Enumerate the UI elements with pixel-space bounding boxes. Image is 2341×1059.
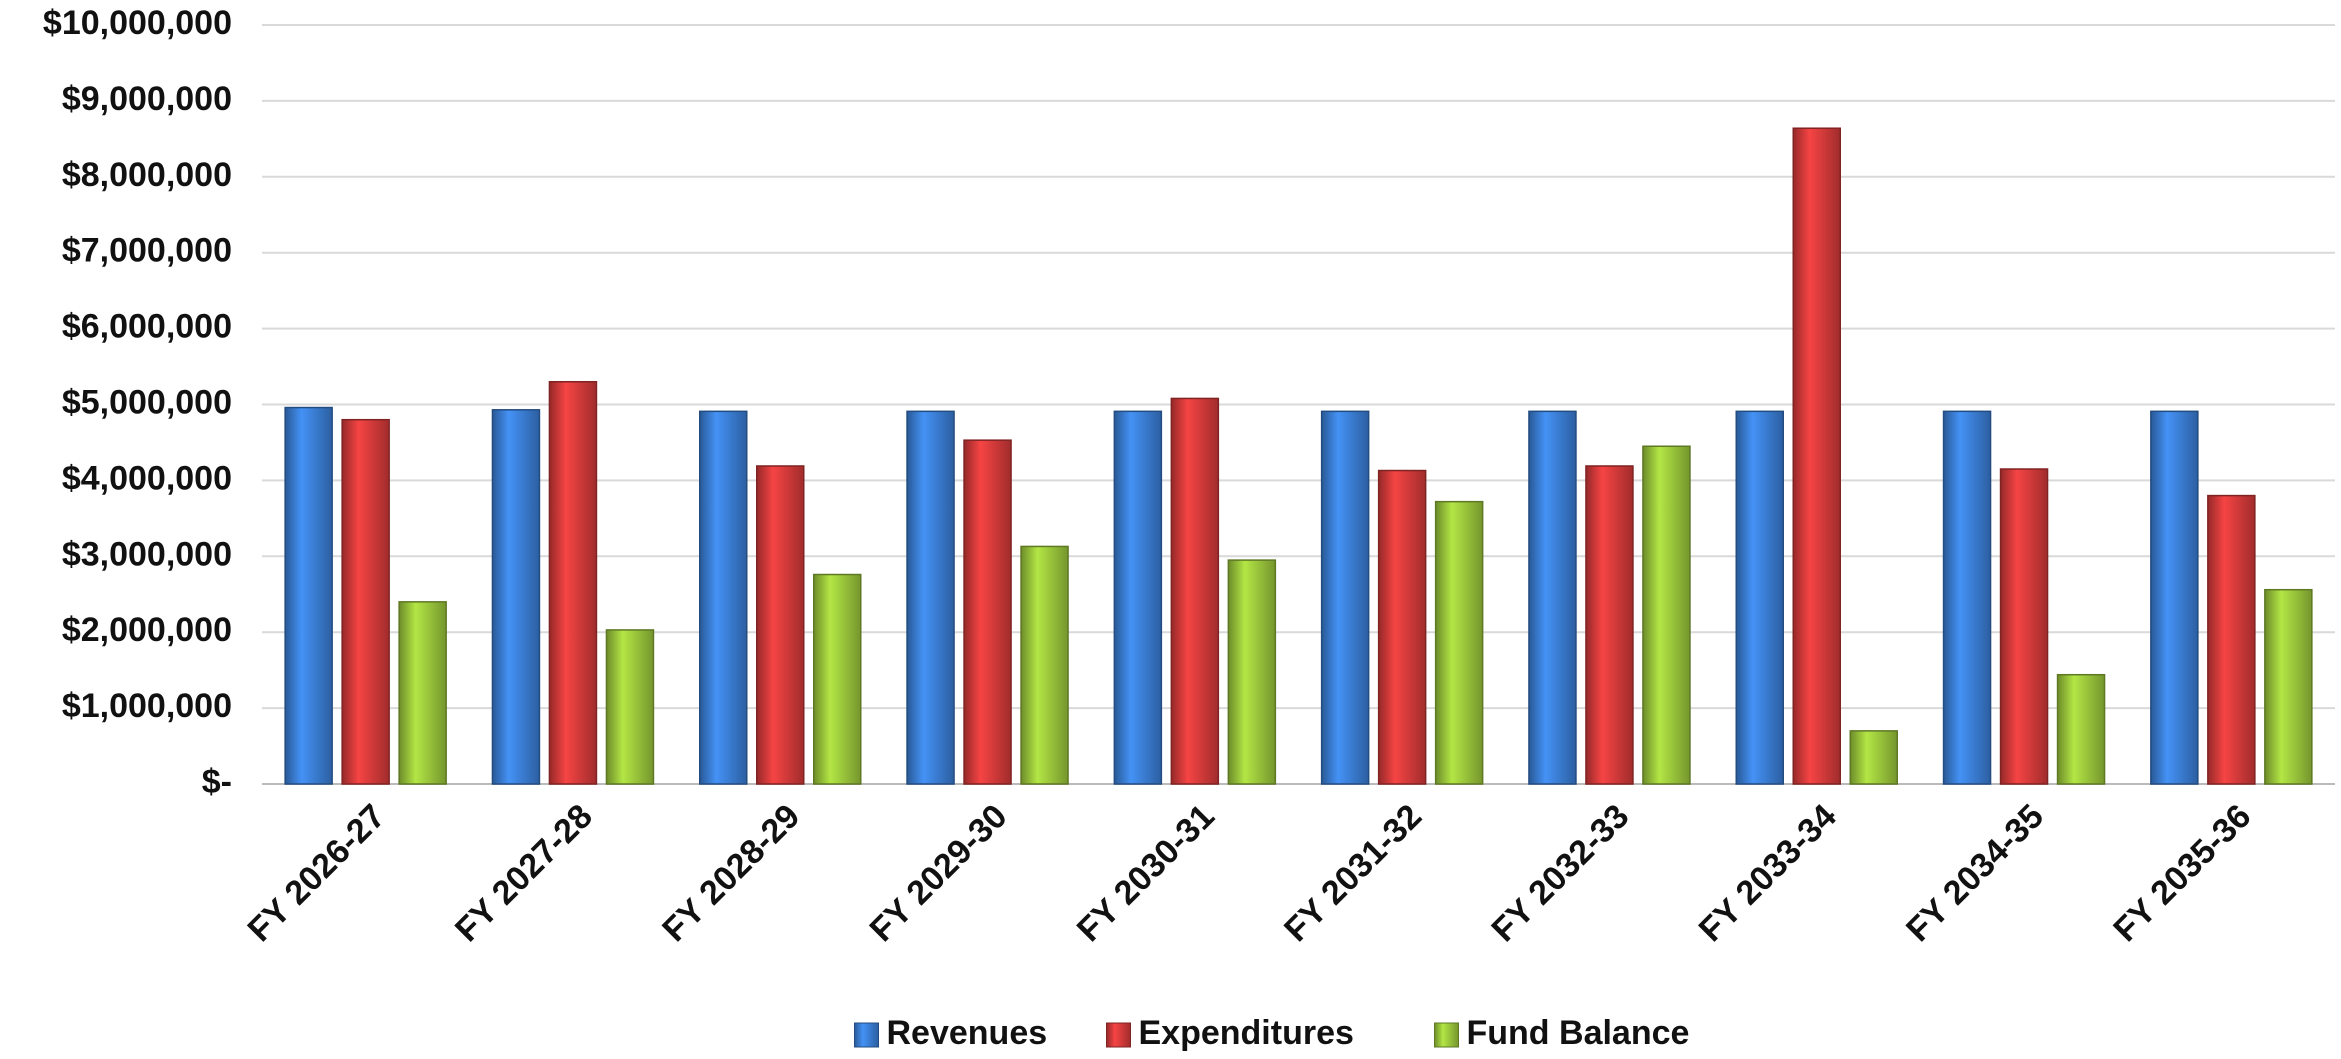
y-tick-label: $2,000,000 [62, 611, 232, 649]
bar [1228, 560, 1275, 784]
y-tick-label: $3,000,000 [62, 535, 232, 573]
bar [1944, 411, 1991, 784]
x-tick-label: FY 2035-36 [2106, 797, 2258, 949]
y-tick-label: $- [202, 763, 232, 801]
bar [606, 630, 653, 784]
bar [1322, 411, 1369, 784]
bar [1586, 466, 1633, 784]
y-tick-label: $8,000,000 [62, 156, 232, 194]
bar [1643, 446, 1690, 784]
bar [814, 575, 861, 784]
x-tick-label: FY 2032-33 [1484, 797, 1636, 949]
bar [1736, 411, 1783, 784]
bar [907, 411, 954, 784]
x-tick-label: FY 2029-30 [862, 797, 1014, 949]
y-tick-label: $5,000,000 [62, 383, 232, 421]
bar [1850, 731, 1897, 784]
legend-swatch [1107, 1023, 1131, 1047]
y-tick-label: $10,000,000 [43, 4, 232, 42]
bar [2151, 411, 2198, 784]
bar [2208, 496, 2255, 784]
bar [1793, 128, 1840, 784]
bar [757, 466, 804, 784]
bar [1114, 411, 1161, 784]
bar [1021, 546, 1068, 784]
legend-swatch [1435, 1023, 1459, 1047]
chart: $- $1,000,000 $2,000,000 $3,000,000 $4,000,0… [0, 0, 2341, 1059]
bar [342, 420, 389, 784]
bar [700, 411, 747, 784]
bar [285, 408, 332, 784]
bar [2265, 590, 2312, 784]
y-tick-label: $6,000,000 [62, 308, 232, 346]
bar [964, 440, 1011, 784]
x-tick-label: FY 2034-35 [1899, 797, 2051, 949]
legend-label: Revenues [887, 1014, 1048, 1052]
bar [1171, 398, 1218, 784]
legend-label: Fund Balance [1467, 1014, 1690, 1052]
y-tick-label: $4,000,000 [62, 459, 232, 497]
y-tick-label: $1,000,000 [62, 687, 232, 725]
bar [1436, 502, 1483, 784]
x-tick-label: FY 2033-34 [1692, 797, 1844, 949]
y-tick-label: $9,000,000 [62, 80, 232, 118]
legend-swatch [855, 1023, 879, 1047]
bar [2001, 469, 2048, 784]
y-tick-label: $7,000,000 [62, 232, 232, 270]
x-tick-label: FY 2026-27 [241, 797, 393, 949]
x-tick-label: FY 2028-29 [655, 797, 807, 949]
x-tick-label: FY 2030-31 [1070, 797, 1222, 949]
x-tick-label: FY 2027-28 [448, 797, 600, 949]
bar [1379, 471, 1426, 784]
bar [1529, 411, 1576, 784]
bar [2058, 675, 2105, 784]
x-tick-label: FY 2031-32 [1277, 797, 1429, 949]
bar [399, 602, 446, 784]
bar [549, 382, 596, 784]
legend-label: Expenditures [1139, 1014, 1354, 1052]
bar [492, 410, 539, 784]
